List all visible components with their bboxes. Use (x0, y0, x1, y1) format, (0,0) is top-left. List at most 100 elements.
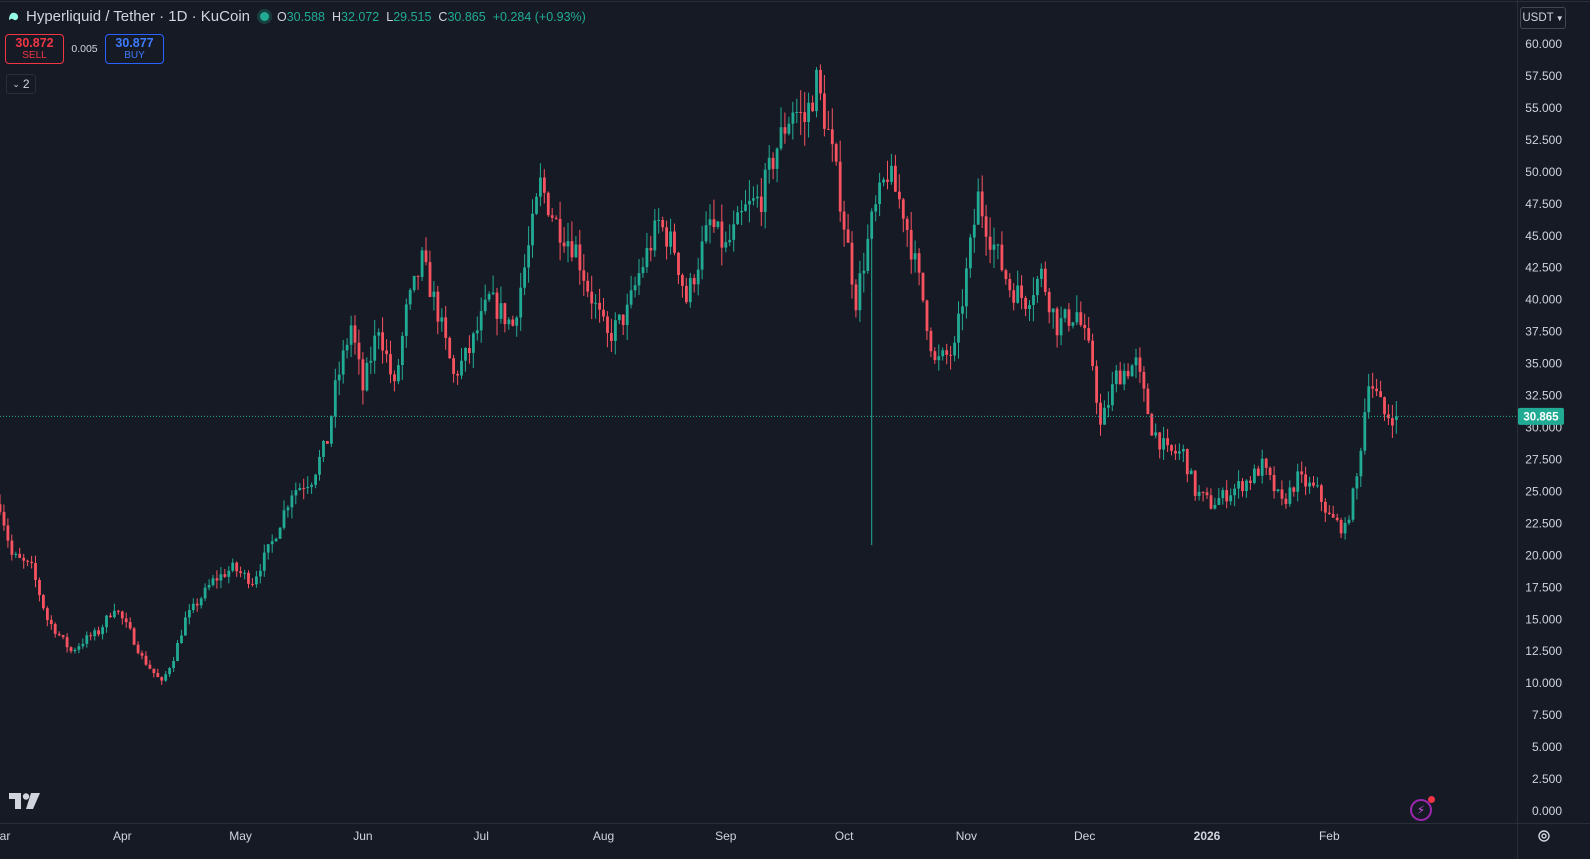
candle-body (10, 540, 14, 555)
candle-body (736, 212, 739, 225)
candle-body (1138, 357, 1142, 372)
candle (566, 222, 570, 263)
candle-body (1276, 489, 1280, 491)
candle-body (46, 608, 49, 620)
candle-body (890, 165, 893, 182)
candle (377, 328, 381, 350)
sell-price: 30.872 (15, 36, 54, 50)
candle (886, 160, 889, 190)
tradingview-logo-icon[interactable] (9, 793, 41, 814)
candle (77, 643, 81, 654)
buy-button[interactable]: 30.877 BUY (105, 34, 164, 64)
candle-body (408, 290, 412, 305)
candle-body (6, 525, 10, 541)
candle-body (1363, 412, 1367, 451)
candle (830, 108, 834, 162)
candle (1371, 372, 1375, 398)
low-value: L29.515 (386, 9, 432, 24)
candle (1166, 428, 1169, 452)
candle-body (262, 552, 266, 571)
candle (180, 629, 183, 644)
candle-body (1312, 482, 1315, 486)
candle (712, 199, 716, 233)
candle-body (401, 335, 404, 365)
candle (519, 272, 523, 331)
notification-badge (1428, 796, 1435, 803)
candle-body (917, 253, 921, 273)
candle (1111, 371, 1114, 412)
candle (1189, 468, 1193, 475)
currency-selector[interactable]: USDT ▼ (1520, 7, 1566, 29)
candle-body (1087, 328, 1091, 341)
candle-body (992, 244, 996, 250)
candle-body (22, 557, 26, 561)
symbol-title[interactable]: Hyperliquid / Tether · 1D · KuCoin (26, 8, 250, 25)
settings-icon[interactable] (1534, 826, 1554, 846)
candle (929, 327, 933, 358)
candle (38, 577, 41, 602)
candle-body (1241, 481, 1244, 492)
lightning-icon[interactable]: ⚡ (1410, 796, 1435, 821)
candle-body (756, 196, 759, 199)
candle-body (475, 330, 479, 334)
candle (428, 250, 432, 298)
price-tick-label: 32.500 (1525, 389, 1562, 403)
candle-body (874, 204, 878, 212)
indicators-toggle-button[interactable]: ⌄ 2 (6, 74, 36, 94)
price-tick-label: 2.500 (1532, 772, 1562, 786)
candle-body (298, 488, 302, 491)
candle (1162, 426, 1165, 460)
candle-body (1047, 291, 1051, 313)
candle-body (688, 278, 692, 303)
candle (1264, 457, 1268, 476)
candle (661, 216, 665, 232)
candle-body (546, 192, 550, 216)
candle-body (681, 275, 684, 286)
candle (1327, 505, 1331, 515)
candle (1036, 276, 1039, 303)
candle (483, 284, 487, 315)
candle (1099, 393, 1102, 436)
time-tick-label: Dec (1074, 829, 1095, 843)
candle (1237, 470, 1240, 499)
candle-body (69, 647, 73, 652)
candle-body (957, 313, 960, 343)
candle (1347, 515, 1351, 526)
candle-body (787, 123, 791, 134)
candle (1375, 378, 1378, 397)
candle-body (424, 250, 428, 263)
candle-body (827, 128, 830, 130)
candle (164, 671, 168, 682)
candle (191, 598, 195, 613)
candle (598, 288, 601, 323)
candle (1138, 347, 1142, 384)
candle (168, 667, 171, 678)
candle-body (428, 262, 432, 297)
candle-body (460, 360, 463, 376)
candle-body (1122, 370, 1126, 385)
candle (239, 566, 242, 578)
candle-body (511, 319, 515, 326)
candle (401, 332, 404, 380)
candle (302, 478, 306, 500)
candle (369, 346, 373, 374)
candle-body (945, 350, 949, 355)
time-tick-label: Sep (715, 829, 737, 843)
candle-body (152, 668, 156, 673)
candle (270, 534, 274, 553)
candle-body (61, 635, 65, 638)
candle-body (744, 204, 747, 211)
candle-body (1154, 432, 1158, 436)
candle (535, 193, 538, 216)
candle-body (389, 354, 392, 375)
candle-body (574, 244, 578, 258)
candle-body (629, 290, 633, 305)
price-tick-label: 27.500 (1525, 453, 1562, 467)
candle-body (1028, 305, 1031, 309)
sell-button[interactable]: 30.872 SELL (5, 34, 64, 64)
candle (1312, 476, 1315, 488)
candle (901, 197, 905, 233)
candle (1229, 488, 1233, 506)
candle (1213, 497, 1217, 510)
